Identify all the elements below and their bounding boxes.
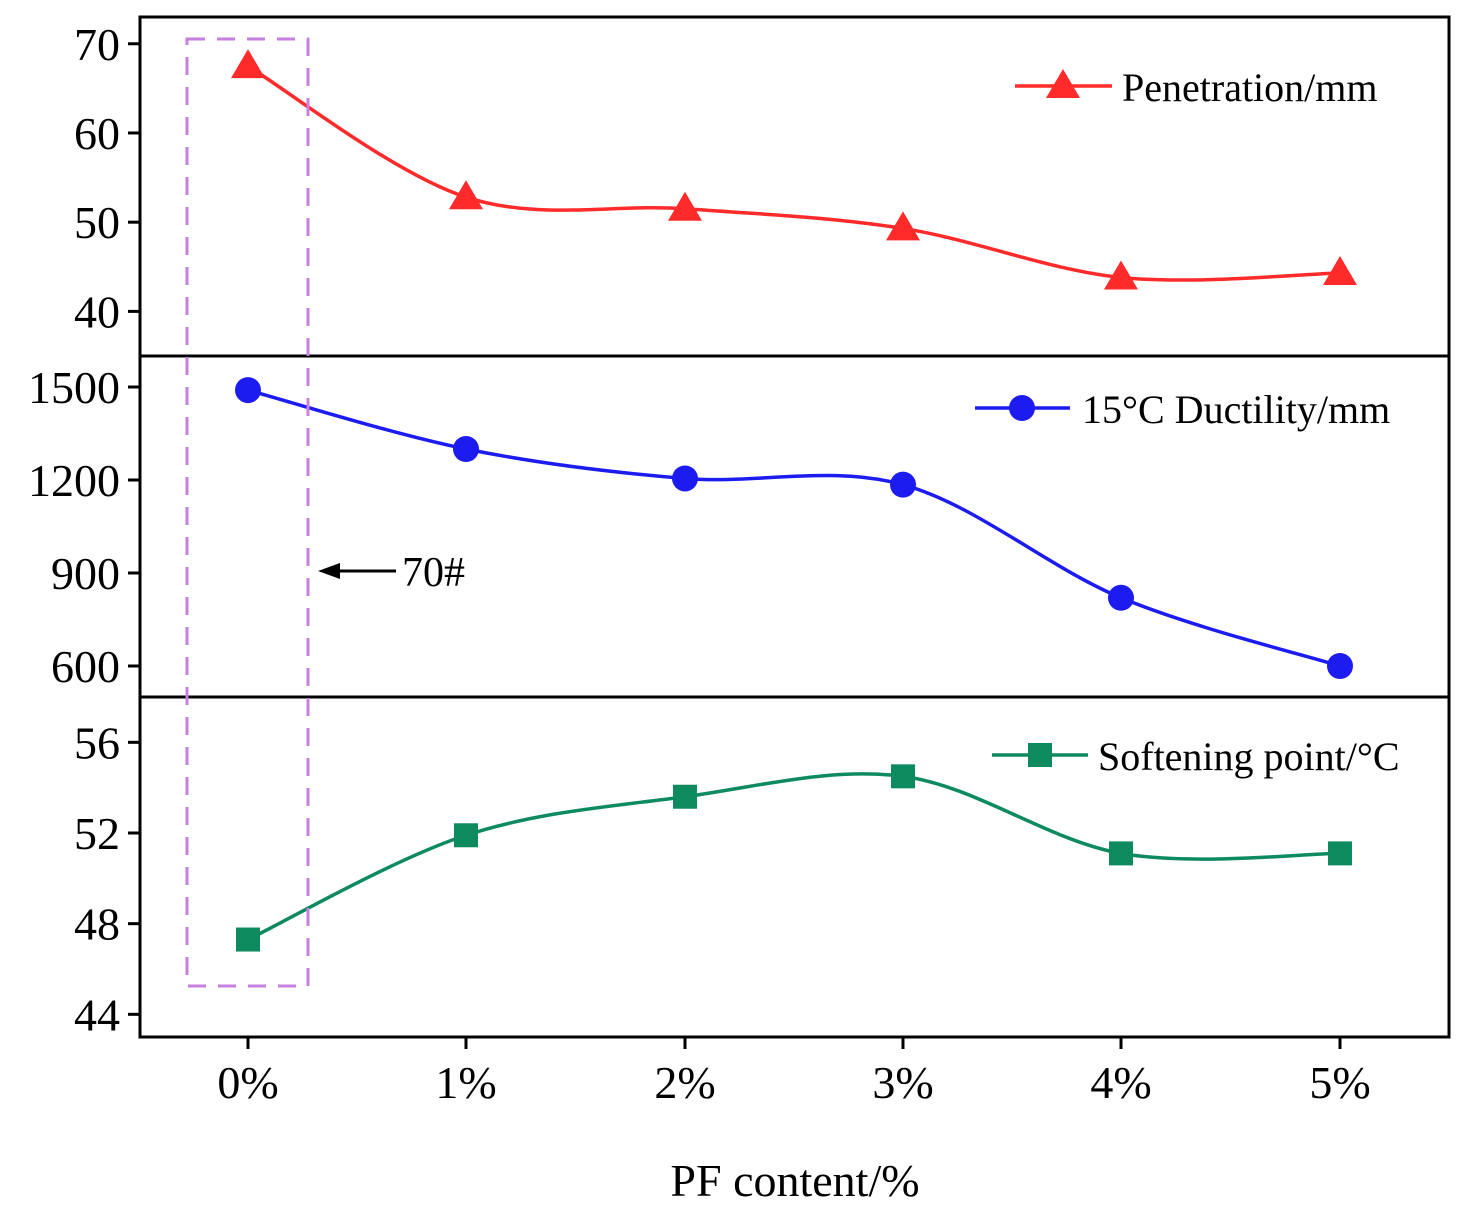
series-line [247, 772, 1341, 942]
data-point-0% [236, 927, 260, 952]
panel-frame [138, 695, 1451, 1039]
panel-2: 600 900 1200 1500 15°C Ductility/mm [28, 354, 1451, 699]
legend-label: 15°C Ductility/mm [1082, 387, 1390, 432]
x-tick-label: 1% [435, 1057, 496, 1108]
y-tick-label: 900 [51, 548, 120, 599]
y-tick-label: 1500 [28, 362, 120, 413]
y-tick-label: 50 [74, 197, 120, 248]
highlight-box [185, 37, 310, 988]
x-axis-title: PF content/% [670, 1155, 919, 1206]
data-point-1% [453, 436, 479, 462]
data-point-3% [891, 764, 915, 789]
legend-marker [1046, 69, 1080, 98]
y-tick-label: 56 [74, 717, 120, 768]
x-tick-label: 3% [872, 1057, 933, 1108]
y-tick-label: 1200 [28, 455, 120, 506]
y-tick-label: 48 [74, 899, 120, 950]
data-point-2% [672, 465, 698, 492]
data-point-1% [454, 823, 478, 848]
legend-marker [1009, 395, 1035, 421]
x-tick-label: 5% [1309, 1057, 1370, 1108]
y-tick-label: 600 [51, 641, 120, 692]
x-tick-label: 0% [217, 1057, 278, 1108]
data-point-2% [668, 191, 702, 221]
legend-label: Softening point/°C [1098, 734, 1400, 779]
annotation-group: 70# [185, 37, 465, 988]
data-point-2% [673, 784, 697, 809]
y-tick-label: 52 [74, 808, 120, 859]
y-tick-label: 40 [74, 286, 120, 337]
series-line [247, 64, 1341, 282]
data-point-5% [1328, 841, 1352, 866]
data-point-5% [1323, 256, 1357, 286]
data-point-3% [886, 211, 920, 241]
data-point-3% [890, 471, 916, 498]
y-tick-label: 60 [74, 108, 120, 159]
legend-label: Penetration/mm [1122, 65, 1378, 110]
panel-1: 40 50 60 70 Penetration/mm [74, 15, 1451, 358]
data-point-1% [449, 180, 483, 210]
y-tick-label: 44 [74, 989, 120, 1040]
x-axis: 0% 1% 2% 3% 4% 5% [217, 1037, 1371, 1108]
series-line [247, 388, 1341, 668]
annotation-arrow-head [318, 563, 340, 579]
data-point-5% [1327, 653, 1353, 679]
data-point-4% [1109, 841, 1133, 866]
data-point-0% [235, 377, 261, 404]
chart-panels: 40 50 60 70 Penetration/mm 600 900 1200 1500 15°C… [28, 15, 1451, 1040]
data-point-4% [1104, 260, 1138, 290]
panel-3: 44 48 52 56 Softening point/°C [74, 695, 1451, 1040]
data-point-4% [1108, 584, 1134, 611]
annotation-label: 70# [402, 550, 465, 596]
x-tick-label: 4% [1090, 1057, 1151, 1108]
y-tick-label: 70 [74, 19, 120, 70]
data-point-0% [231, 49, 265, 79]
legend-marker [1028, 743, 1052, 767]
x-tick-label: 2% [654, 1057, 715, 1108]
